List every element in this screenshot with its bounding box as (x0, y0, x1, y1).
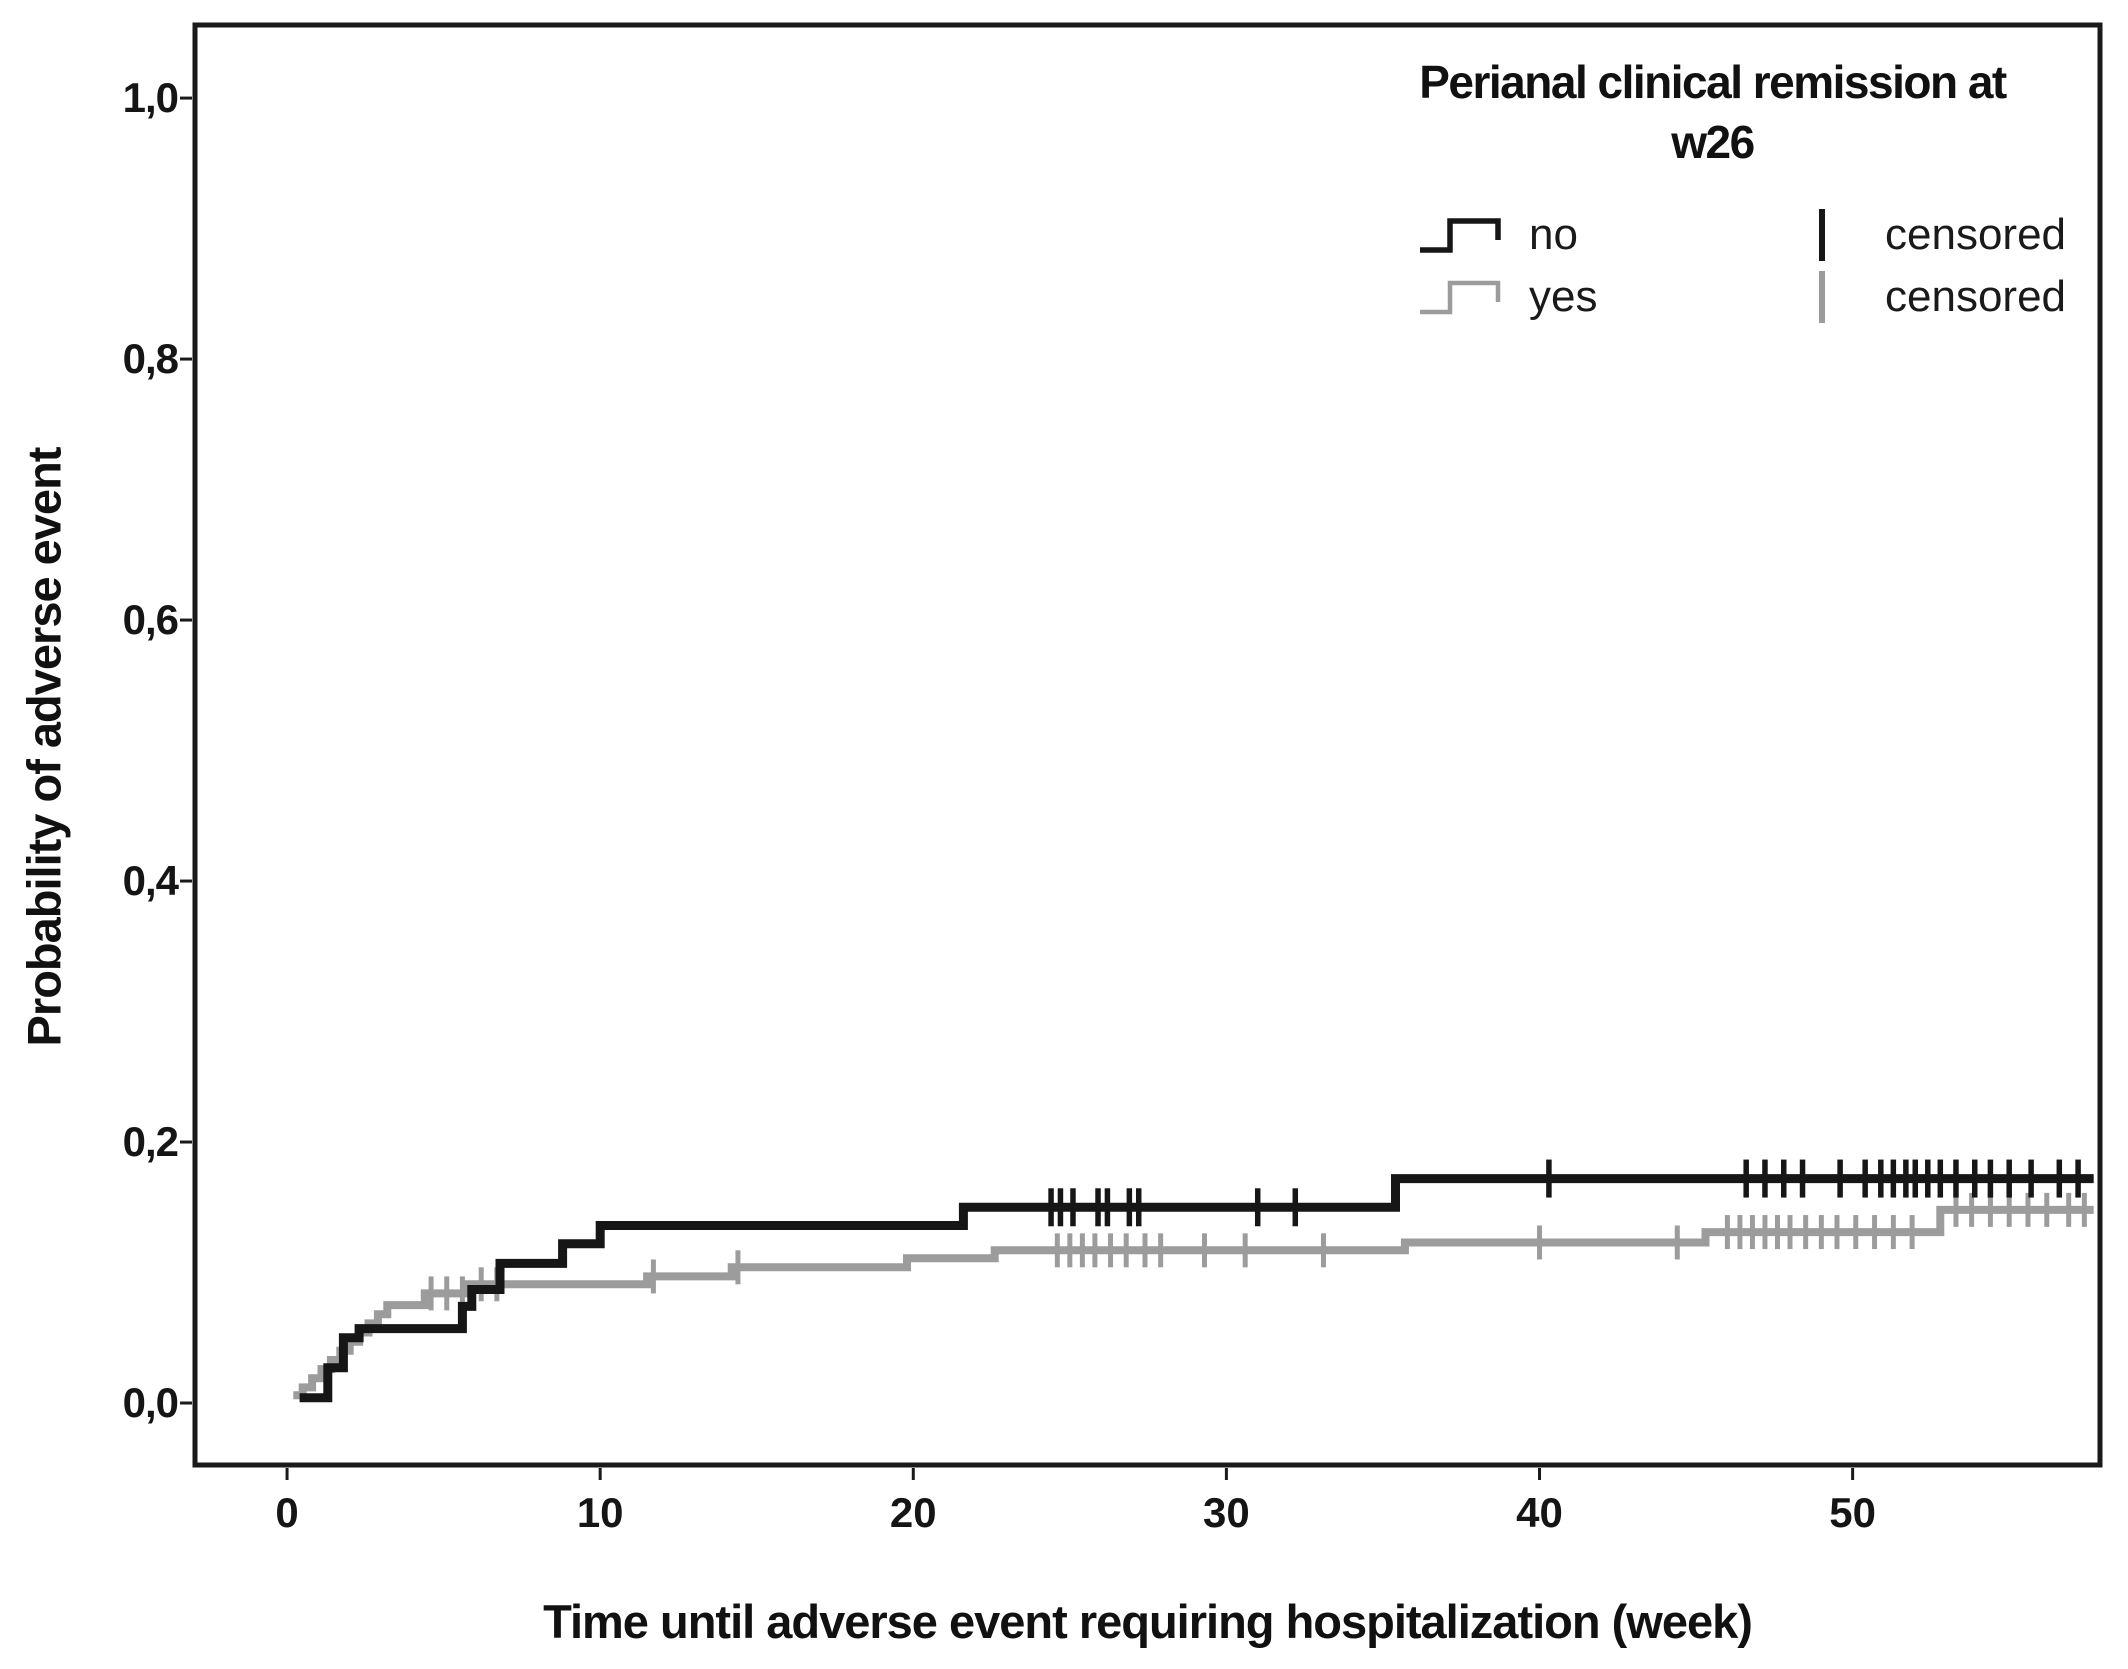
y-tick-label: 0,4 (122, 857, 179, 905)
step-line-gray-icon (1420, 280, 1501, 315)
legend-title: Perianal clinical remission at w26 (1330, 52, 2095, 172)
y-tick-label: 0,8 (122, 335, 179, 383)
step-line-black-icon (1420, 218, 1501, 253)
plot-border (192, 22, 2103, 1468)
x-tick-label: 20 (889, 1489, 937, 1536)
legend-label-no: no (1529, 210, 1578, 259)
censored-tick-gray-icon (1819, 271, 1825, 323)
x-tick-label: 0 (275, 1489, 299, 1536)
censored-tick-black-icon (1819, 209, 1825, 261)
legend-row-no: no censored (1330, 204, 2095, 266)
x-tick-label: 50 (1829, 1489, 1876, 1536)
x-axis-title: Time until adverse event requiring hospi… (543, 1595, 1753, 1648)
legend-label-censored-black: censored (1885, 210, 2067, 259)
legend: Perianal clinical remission at w26 no ce… (1330, 52, 2095, 328)
y-tick-label: 0,0 (122, 1379, 179, 1426)
x-tick-label: 10 (576, 1489, 624, 1536)
km-curve-no (299, 1174, 2094, 1403)
legend-rows: no censored yes censored (1330, 204, 2095, 328)
x-tick-label: 30 (1203, 1489, 1250, 1536)
y-tick-label: 0,2 (122, 1118, 179, 1166)
legend-row-yes: yes censored (1330, 266, 2095, 328)
legend-title-line-1: Perianal clinical remission at (1419, 56, 2007, 108)
legend-label-censored-gray: censored (1885, 272, 2067, 321)
x-tick-label: 40 (1516, 1489, 1563, 1536)
y-tick-label: 1,0 (122, 74, 179, 122)
legend-label-yes: yes (1529, 272, 1598, 321)
y-axis-title: Probability of adverse event (17, 447, 71, 1047)
y-tick-label: 0,6 (122, 596, 179, 644)
legend-title-line-2: w26 (1671, 116, 1755, 168)
